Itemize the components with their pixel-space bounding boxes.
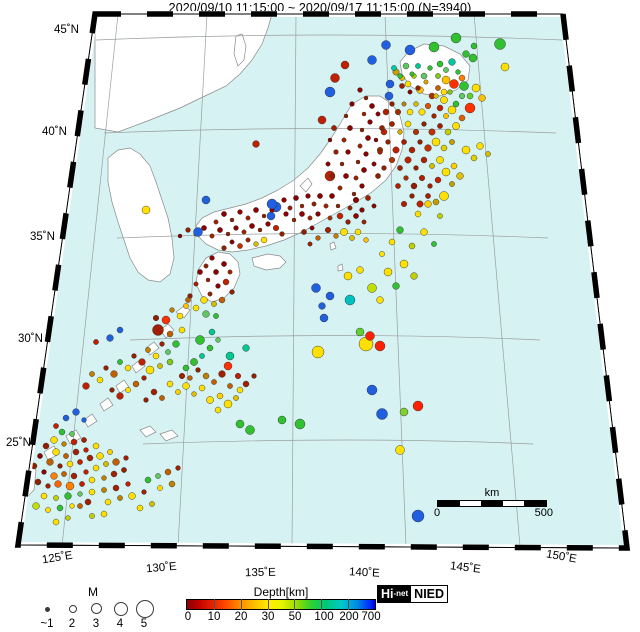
depth-label-10: 10 bbox=[207, 611, 221, 623]
scale-bar-graphic bbox=[437, 500, 547, 507]
cluster-kinki bbox=[177, 207, 285, 251]
scale-endpoints: 0 500 bbox=[434, 507, 553, 520]
magnitude-symbol-4 bbox=[114, 602, 128, 616]
deep-events bbox=[93, 140, 443, 523]
cluster-tohoku-offshore bbox=[266, 32, 510, 221]
cluster-tohoku-inland bbox=[325, 87, 385, 213]
lat-tick-35: 35˚N bbox=[30, 231, 55, 243]
hinet-logo-text: Hi -net bbox=[378, 586, 411, 602]
depth-colorbar-labels: 0 10 20 30 50 100 200 700 bbox=[184, 611, 381, 625]
depth-label-20: 20 bbox=[234, 611, 248, 623]
magnitude-symbols bbox=[26, 599, 156, 618]
cluster-ryukyu bbox=[82, 297, 257, 414]
depth-label-0: 0 bbox=[184, 611, 192, 623]
magnitude-symbol-2 bbox=[69, 605, 77, 613]
cluster-yaeyama bbox=[25, 408, 181, 526]
scale-bar: km 0 500 bbox=[434, 487, 553, 520]
depth-label-50: 50 bbox=[288, 611, 302, 623]
magnitude-label-1: ~1 bbox=[40, 618, 54, 630]
magnitude-legend: M ~1 2 3 4 5 bbox=[26, 586, 156, 632]
lon-tick-140: 140˚E bbox=[348, 566, 380, 580]
depth-label-700: 700 bbox=[361, 611, 381, 623]
magnitude-label-4: 4 bbox=[116, 618, 124, 630]
lon-tick-135: 135˚E bbox=[244, 566, 276, 580]
epicenter-layer bbox=[25, 32, 510, 526]
scale-unit-label: km bbox=[484, 487, 500, 499]
scale-max-label: 500 bbox=[534, 507, 553, 519]
depth-label-30: 30 bbox=[261, 611, 275, 623]
magnitude-symbol-3 bbox=[91, 603, 102, 614]
magnitude-labels: ~1 2 3 4 5 bbox=[26, 618, 156, 632]
magnitude-symbol-5 bbox=[136, 600, 154, 618]
depth-label-200: 200 bbox=[339, 611, 359, 623]
graticule bbox=[61, 14, 563, 547]
depth-colorbar bbox=[186, 599, 376, 610]
lat-tick-30: 30˚N bbox=[18, 333, 43, 345]
magnitude-label-3: 3 bbox=[92, 618, 100, 630]
magnitude-symbol-1 bbox=[45, 607, 50, 612]
cluster-chubu-kanto bbox=[281, 193, 369, 247]
map-frame bbox=[14, 11, 631, 552]
magnitude-label-5: 5 bbox=[140, 618, 148, 630]
lat-tick-45: 45˚N bbox=[54, 24, 79, 36]
depth-legend-title: Depth[km] bbox=[253, 585, 309, 599]
lat-tick-40: 40˚N bbox=[42, 126, 67, 138]
magnitude-label-2: 2 bbox=[68, 618, 76, 630]
magnitude-legend-title: M bbox=[88, 585, 98, 599]
nied-logo-text: NIED bbox=[410, 586, 448, 602]
landmasses bbox=[19, 14, 471, 499]
ocean-background bbox=[18, 14, 627, 548]
hinet-nied-logo[interactable]: Hi -net NIED bbox=[377, 585, 449, 603]
cluster-hokkaido bbox=[367, 42, 478, 99]
scale-min-label: 0 bbox=[434, 507, 441, 519]
cluster-kyushu bbox=[152, 255, 235, 338]
lat-tick-25: 25˚N bbox=[6, 437, 31, 449]
depth-legend: Depth[km] 0 10 20 30 50 100 200 700 bbox=[184, 585, 381, 625]
depth-label-100: 100 bbox=[314, 611, 334, 623]
